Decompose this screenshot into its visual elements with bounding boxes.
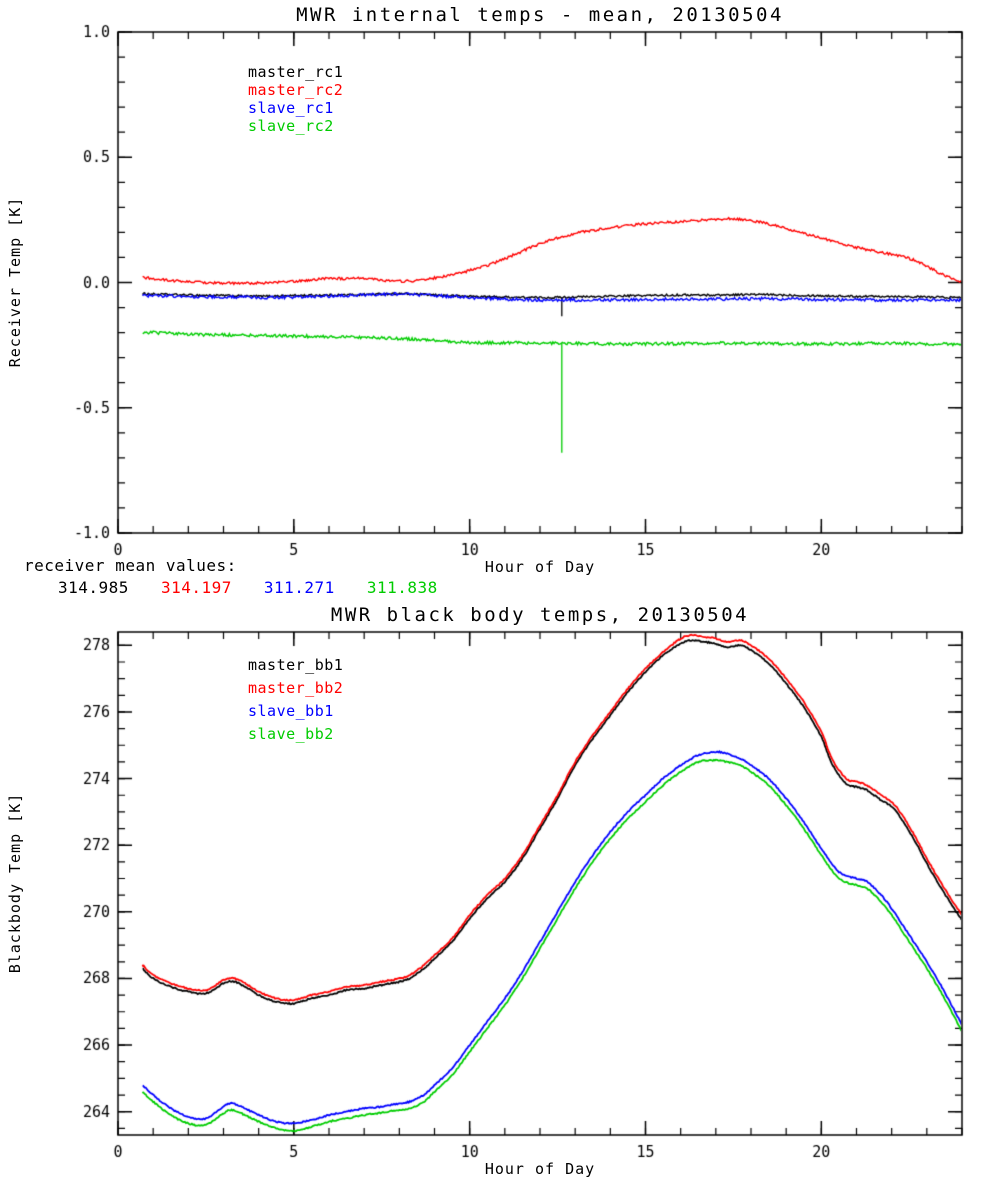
chart1-legend: master_rc1 master_rc2 slave_rc1 slave_rc… <box>248 63 343 135</box>
receiver-mean-values-label: receiver mean values: <box>24 556 237 575</box>
mean-value-master-rc2: 314.197 <box>160 578 232 597</box>
legend-item-master-bb2: master_bb2 <box>248 679 344 697</box>
chart2-x-axis-label: Hour of Day <box>484 1160 596 1178</box>
chart1-title: MWR internal temps - mean, 20130504 <box>296 4 784 26</box>
chart1-x-axis-label: Hour of Day <box>484 558 596 576</box>
legend-item-slave-bb2: slave_bb2 <box>248 725 334 743</box>
mean-value-master-rc1: 314.985 <box>58 578 129 597</box>
legend-item-master-rc1: master_rc1 <box>248 63 344 81</box>
legend-item-slave-rc1: slave_rc1 <box>248 99 334 117</box>
receiver-mean-values: 314.985 314.197 311.271 311.838 <box>58 578 438 597</box>
legend-item-slave-bb1: slave_bb1 <box>248 702 334 720</box>
legend-item-master-rc2: master_rc2 <box>248 81 344 99</box>
legend-item-slave-rc2: slave_rc2 <box>248 117 334 135</box>
chart2-y-axis-label: Blackbody Temp [K] <box>6 792 24 974</box>
chart2-title: MWR black body temps, 20130504 <box>330 604 750 626</box>
legend-item-master-bb1: master_bb1 <box>248 656 344 674</box>
mean-value-slave-rc2: 311.838 <box>366 578 438 597</box>
chart2-legend: master_bb1 master_bb2 slave_bb1 slave_bb… <box>248 654 343 746</box>
chart1-y-axis-label: Receiver Temp [K] <box>6 196 24 368</box>
mean-value-slave-rc1: 311.271 <box>263 578 335 597</box>
